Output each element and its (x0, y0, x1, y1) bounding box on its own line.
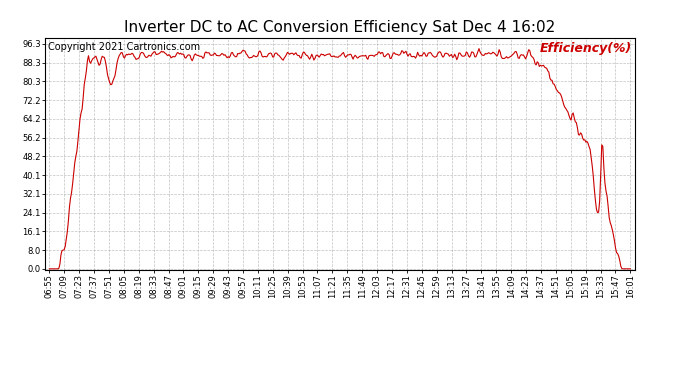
Text: Efficiency(%): Efficiency(%) (540, 42, 632, 55)
Title: Inverter DC to AC Conversion Efficiency Sat Dec 4 16:02: Inverter DC to AC Conversion Efficiency … (124, 20, 555, 35)
Text: Copyright 2021 Cartronics.com: Copyright 2021 Cartronics.com (48, 42, 200, 52)
